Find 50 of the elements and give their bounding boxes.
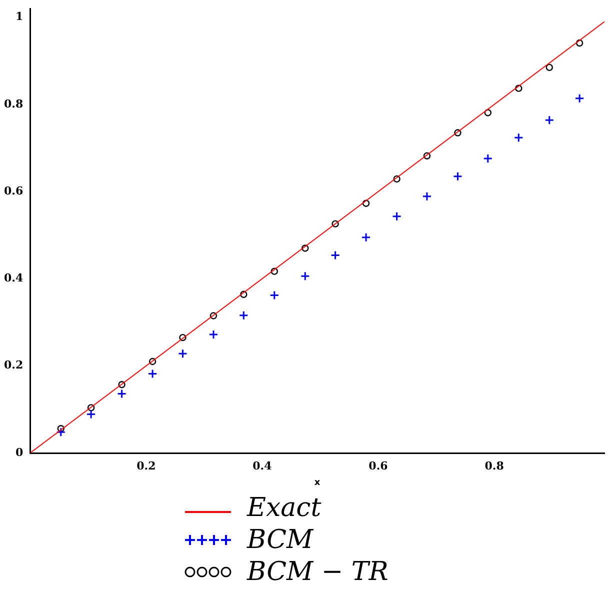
point <box>544 115 554 125</box>
point <box>300 271 310 281</box>
point <box>332 220 339 228</box>
point <box>270 290 280 300</box>
x-axis-title: x <box>314 478 320 488</box>
point <box>483 154 493 164</box>
point <box>87 404 95 412</box>
point <box>515 84 522 92</box>
point <box>302 244 309 252</box>
y-tick-label: 0.8 <box>4 97 24 110</box>
legend-label: BCM <box>247 524 315 556</box>
legend-label: BCM − TR <box>247 556 390 588</box>
y-tick-label: 0.2 <box>4 358 24 372</box>
point <box>362 200 370 207</box>
point <box>514 132 524 142</box>
point <box>361 232 371 242</box>
point <box>240 290 248 298</box>
point <box>238 310 248 320</box>
point <box>393 175 400 183</box>
point <box>148 368 158 378</box>
x-tick-label: 0.2 <box>136 459 156 472</box>
x-tick-label: 0.6 <box>368 459 388 472</box>
point <box>86 409 96 419</box>
point <box>422 192 432 202</box>
point <box>330 250 340 260</box>
point <box>484 109 492 116</box>
y-tick-label: 0 <box>15 446 24 459</box>
point <box>210 312 218 320</box>
point <box>546 64 553 72</box>
point <box>117 388 127 398</box>
point <box>454 129 462 136</box>
y-tick-label: 1 <box>15 10 24 24</box>
point <box>270 268 278 275</box>
x-tick-label: 0.4 <box>252 459 272 472</box>
legend-label: Exact <box>247 492 322 524</box>
point <box>392 212 402 222</box>
point <box>178 348 188 358</box>
point <box>208 330 218 340</box>
point <box>56 427 66 437</box>
point <box>452 172 462 182</box>
point <box>179 334 186 342</box>
x-tick-label: 0.8 <box>484 459 504 472</box>
point <box>576 39 584 47</box>
point <box>148 358 156 366</box>
point <box>574 94 584 104</box>
point <box>423 152 431 160</box>
y-tick-label: 0.6 <box>4 184 24 198</box>
point <box>57 425 64 432</box>
y-tick-label: 0.4 <box>4 272 24 285</box>
point <box>118 381 126 388</box>
